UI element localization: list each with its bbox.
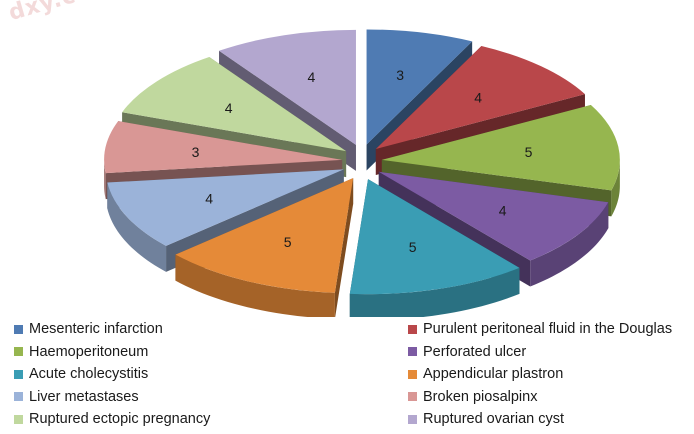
slice-top-face	[219, 29, 356, 145]
slice-outer-wall	[349, 267, 520, 317]
slice-top-face	[349, 179, 520, 295]
legend-swatch	[14, 324, 23, 334]
slice-outer-wall	[107, 182, 167, 272]
legend-item-broken-piosalpinx: Broken piosalpinx	[408, 389, 537, 405]
legend-swatch	[408, 347, 417, 356]
slice-top-face	[381, 104, 620, 191]
slice-top-face	[175, 178, 354, 293]
slice-outer-wall	[611, 159, 620, 217]
legend-item-haemoperitoneum: Haemoperitoneum	[14, 344, 148, 360]
slice-value-label: 3	[192, 144, 200, 160]
slice-value-label: 4	[225, 100, 233, 116]
legend-label: Haemoperitoneum	[29, 343, 149, 360]
slice-value-label: 4	[308, 69, 316, 85]
slice-value-label: 4	[499, 203, 507, 219]
pie-chart: 3 4 4 4 5 3 4 4 5 5	[104, 29, 620, 317]
legend-item-acute-cholecystitis: Acute cholecystitis	[14, 366, 148, 382]
legend-item-purulent-peritoneal-fluid-in-the-douglas: Purulent peritoneal fluid in the Douglas	[408, 321, 672, 337]
slice-outer-wall	[104, 159, 106, 200]
legend-item-appendicular-plastron: Appendicular plastron	[408, 366, 563, 382]
legend-label: Liver metastases	[29, 388, 139, 405]
slice-value-label: 4	[474, 90, 482, 106]
slice-top-face	[375, 45, 585, 150]
slice-outer-wall	[530, 202, 609, 287]
legend-swatch	[408, 369, 417, 379]
legend-item-ruptured-ovarian-cyst: Ruptured ovarian cyst	[408, 411, 564, 427]
legend-swatch	[408, 392, 417, 401]
legend-label: Ruptured ovarian cyst	[423, 411, 565, 427]
legend-swatch	[14, 347, 23, 356]
slice-value-label: 5	[525, 144, 533, 160]
legend-item-ruptured-ectopic-pregnancy: Ruptured ectopic pregnancy	[14, 411, 210, 427]
legend-swatch	[14, 392, 23, 401]
legend-label: Acute cholecystitis	[29, 366, 149, 382]
slice-value-label: 3	[396, 67, 404, 83]
legend-label: Perforated ulcer	[423, 343, 527, 360]
slice-top-face	[378, 171, 609, 261]
slice-top-face	[122, 57, 347, 152]
pie-slice-acute-cholecystitis: 5	[349, 179, 520, 317]
legend-label: Mesenteric infarction	[29, 321, 163, 337]
slice-top-face	[366, 29, 473, 145]
slice-side-wall	[334, 178, 354, 317]
legend-label: Appendicular plastron	[423, 366, 564, 382]
legend-item-mesenteric-infarction: Mesenteric infarction	[14, 321, 163, 337]
slice-value-label: 5	[409, 239, 417, 255]
slice-value-label: 5	[284, 234, 292, 250]
slice-outer-wall	[175, 254, 335, 317]
pie-slice-appendicular-plastron: 5	[175, 178, 354, 317]
legend-swatch	[14, 369, 23, 379]
legend-label: Broken piosalpinx	[423, 388, 538, 405]
slice-top-face	[107, 169, 344, 246]
slice-top-face	[104, 121, 343, 174]
legend-swatch	[408, 324, 417, 334]
legend-item-perforated-ulcer: Perforated ulcer	[408, 344, 526, 360]
legend-swatch	[408, 414, 417, 424]
legend-label: Purulent peritoneal fluid in the Douglas	[423, 321, 673, 337]
chart-legend: Mesenteric infarction Purulent peritoneal…	[0, 317, 694, 434]
legend-swatch	[14, 414, 23, 424]
slice-value-label: 4	[205, 191, 213, 207]
legend-label: Ruptured ectopic pregnancy	[29, 411, 211, 427]
legend-item-liver-metastases: Liver metastases	[14, 389, 139, 405]
